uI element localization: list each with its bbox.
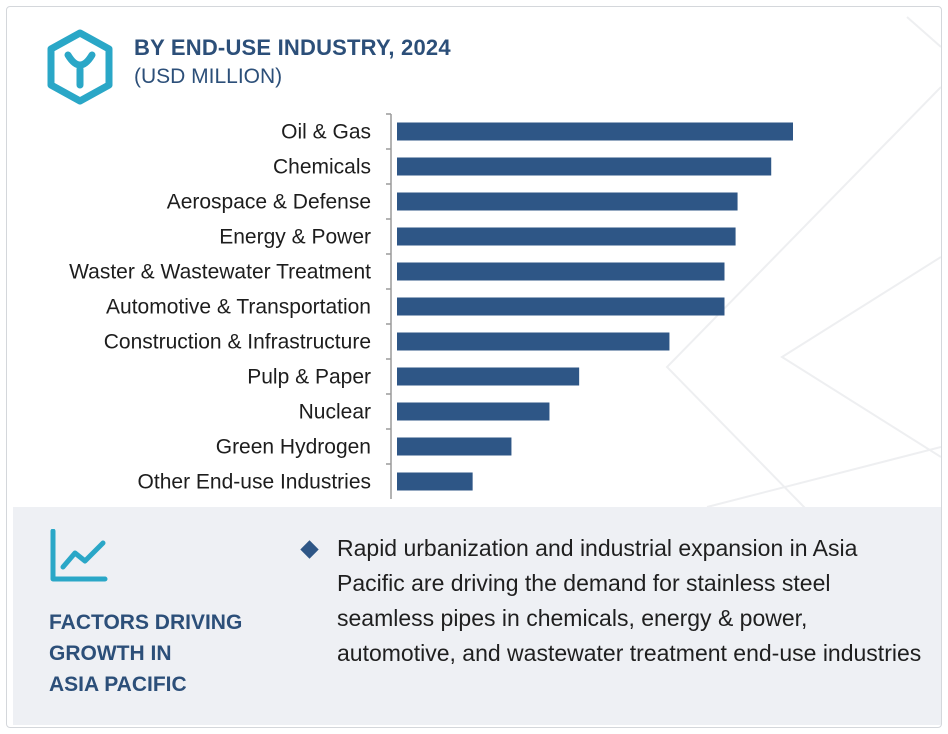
category-label: Green Hydrogen (216, 436, 371, 459)
category-label: Other End-use Industries (138, 471, 371, 494)
bar (397, 402, 550, 421)
category-label: Energy & Power (219, 226, 371, 249)
chart-subtitle: (USD MILLION) (134, 65, 283, 88)
chart-card: BY END-USE INDUSTRY, 2024 (USD MILLION) … (6, 6, 942, 728)
chart-title: BY END-USE INDUSTRY, 2024 (134, 35, 451, 60)
diamond-bullet-icon (300, 540, 319, 559)
bar (397, 297, 725, 316)
factors-title-line: ASIA PACIFIC (49, 673, 187, 696)
bar (397, 227, 736, 246)
bar-chart: Oil & Gas Chemicals Aerospace & Defense Ene… (69, 113, 793, 499)
category-label: Aerospace & Defense (167, 191, 371, 214)
category-label: Waster & Wastewater Treatment (69, 261, 371, 284)
category-label: Nuclear (299, 401, 371, 424)
category-label: Construction & Infrastructure (104, 331, 371, 354)
trend-line-chart-icon (50, 529, 108, 582)
bar (397, 332, 670, 351)
factors-title-line: FACTORS DRIVING (49, 611, 243, 634)
bar (397, 262, 725, 281)
bar (397, 157, 772, 176)
category-label: Chemicals (273, 156, 371, 179)
bar (397, 472, 473, 491)
bar (397, 122, 793, 141)
bar (397, 367, 580, 386)
factors-title-line: GROWTH IN (49, 642, 172, 665)
factor-description: Rapid urbanization and industrial expans… (337, 535, 922, 666)
category-label: Oil & Gas (281, 121, 371, 144)
category-label: Automotive & Transportation (106, 296, 371, 319)
factors-title: FACTORS DRIVING GROWTH IN ASIA PACIFIC (49, 607, 289, 700)
bar (397, 192, 738, 211)
factors-panel: FACTORS DRIVING GROWTH IN ASIA PACIFIC R… (13, 507, 941, 725)
bar (397, 437, 512, 456)
category-label: Pulp & Paper (247, 366, 371, 389)
hexagon-y-logo-icon (47, 29, 113, 105)
